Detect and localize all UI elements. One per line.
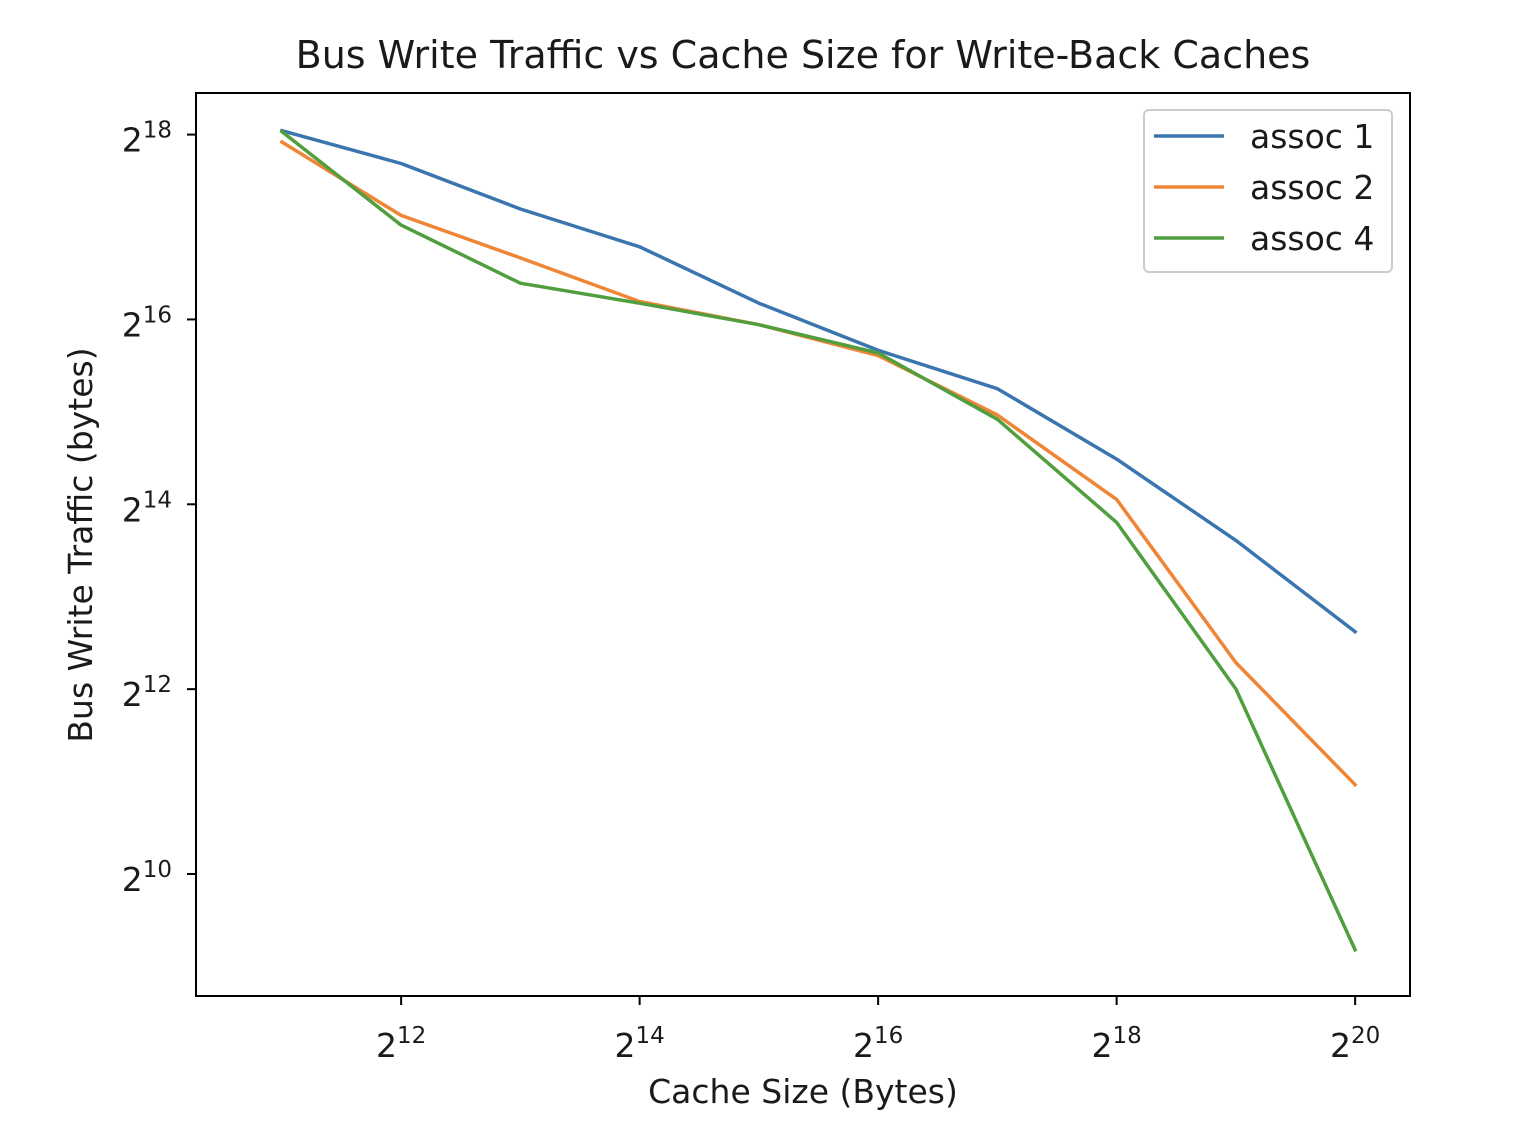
x-tick-label: 218 (1091, 1023, 1141, 1065)
chart-title: Bus Write Traffic vs Cache Size for Writ… (296, 33, 1311, 77)
x-tick-label: 214 (614, 1023, 664, 1065)
plot-area-frame (195, 92, 1411, 997)
x-axis-label: Cache Size (Bytes) (648, 1072, 958, 1111)
y-tick-label: 216 (122, 302, 172, 344)
legend-frame (1143, 109, 1393, 273)
legend-label-assoc-4: assoc 4 (1250, 219, 1374, 258)
legend-label-assoc-1: assoc 1 (1250, 117, 1374, 156)
y-tick-label: 214 (122, 487, 172, 529)
y-ticks: 210 212 214 216 218 (122, 118, 196, 899)
legend-label-assoc-2: assoc 2 (1250, 168, 1374, 207)
y-tick-label: 210 (122, 857, 172, 899)
x-ticks: 212 214 216 218 220 (376, 996, 1380, 1065)
series-layer (279, 128, 1358, 953)
x-tick-label: 216 (853, 1023, 903, 1065)
legend: assoc 1 assoc 2 assoc 4 (1143, 109, 1393, 273)
series-line-assoc-4 (279, 129, 1358, 953)
series-line-assoc-1 (279, 128, 1358, 635)
y-axis-label: Bus Write Traffic (bytes) (61, 347, 100, 742)
y-tick-label: 212 (122, 672, 172, 714)
y-tick-label: 218 (122, 118, 172, 160)
x-tick-label: 212 (376, 1023, 426, 1065)
x-tick-label: 220 (1330, 1023, 1380, 1065)
